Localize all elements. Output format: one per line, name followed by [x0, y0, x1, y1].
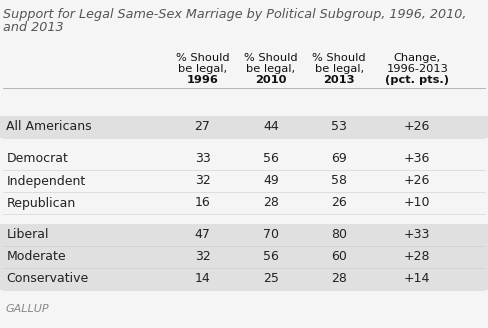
Text: Republican: Republican: [6, 196, 76, 210]
Text: 1996: 1996: [186, 75, 219, 85]
Text: +10: +10: [404, 196, 430, 210]
Text: 53: 53: [331, 120, 347, 133]
Text: be legal,: be legal,: [315, 64, 364, 74]
Text: be legal,: be legal,: [246, 64, 295, 74]
Text: 69: 69: [331, 153, 347, 166]
Text: Moderate: Moderate: [6, 251, 66, 263]
Text: 80: 80: [331, 229, 347, 241]
Text: 25: 25: [263, 273, 279, 285]
Text: 1996-2013: 1996-2013: [386, 64, 448, 74]
Bar: [0, 192, 488, 214]
Text: 47: 47: [195, 229, 210, 241]
Text: 58: 58: [331, 174, 347, 188]
Text: Support for Legal Same-Sex Marriage by Political Subgroup, 1996, 2010,: Support for Legal Same-Sex Marriage by P…: [3, 8, 467, 21]
Text: 49: 49: [263, 174, 279, 188]
Bar: [0, 224, 488, 246]
Text: 56: 56: [263, 153, 279, 166]
Text: 14: 14: [195, 273, 210, 285]
Text: All Americans: All Americans: [6, 120, 92, 133]
Bar: [0, 116, 488, 138]
Text: Independent: Independent: [6, 174, 86, 188]
Text: +26: +26: [404, 120, 430, 133]
Text: 32: 32: [195, 174, 210, 188]
Text: +14: +14: [404, 273, 430, 285]
Bar: [0, 170, 488, 192]
Text: be legal,: be legal,: [178, 64, 227, 74]
Text: % Should: % Should: [244, 53, 298, 63]
Text: 33: 33: [195, 153, 210, 166]
Text: +28: +28: [404, 251, 430, 263]
Bar: [0, 246, 488, 268]
Bar: [0, 148, 488, 170]
Text: 44: 44: [263, 120, 279, 133]
Text: 70: 70: [263, 229, 279, 241]
Text: Conservative: Conservative: [6, 273, 89, 285]
Text: 28: 28: [263, 196, 279, 210]
Text: % Should: % Should: [176, 53, 229, 63]
Text: +36: +36: [404, 153, 430, 166]
Text: Liberal: Liberal: [6, 229, 49, 241]
Text: 27: 27: [195, 120, 210, 133]
Text: 32: 32: [195, 251, 210, 263]
Text: 26: 26: [331, 196, 347, 210]
Text: +26: +26: [404, 174, 430, 188]
Text: 60: 60: [331, 251, 347, 263]
Text: +33: +33: [404, 229, 430, 241]
Text: % Should: % Should: [312, 53, 366, 63]
Text: 28: 28: [331, 273, 347, 285]
Text: Democrat: Democrat: [6, 153, 68, 166]
Bar: [0, 268, 488, 290]
Text: 16: 16: [195, 196, 210, 210]
Text: GALLUP: GALLUP: [6, 304, 50, 314]
Text: 2013: 2013: [324, 75, 355, 85]
Text: 56: 56: [263, 251, 279, 263]
Text: 2010: 2010: [255, 75, 286, 85]
Text: and 2013: and 2013: [3, 21, 63, 34]
Text: Change,: Change,: [394, 53, 441, 63]
Text: (pct. pts.): (pct. pts.): [385, 75, 449, 85]
